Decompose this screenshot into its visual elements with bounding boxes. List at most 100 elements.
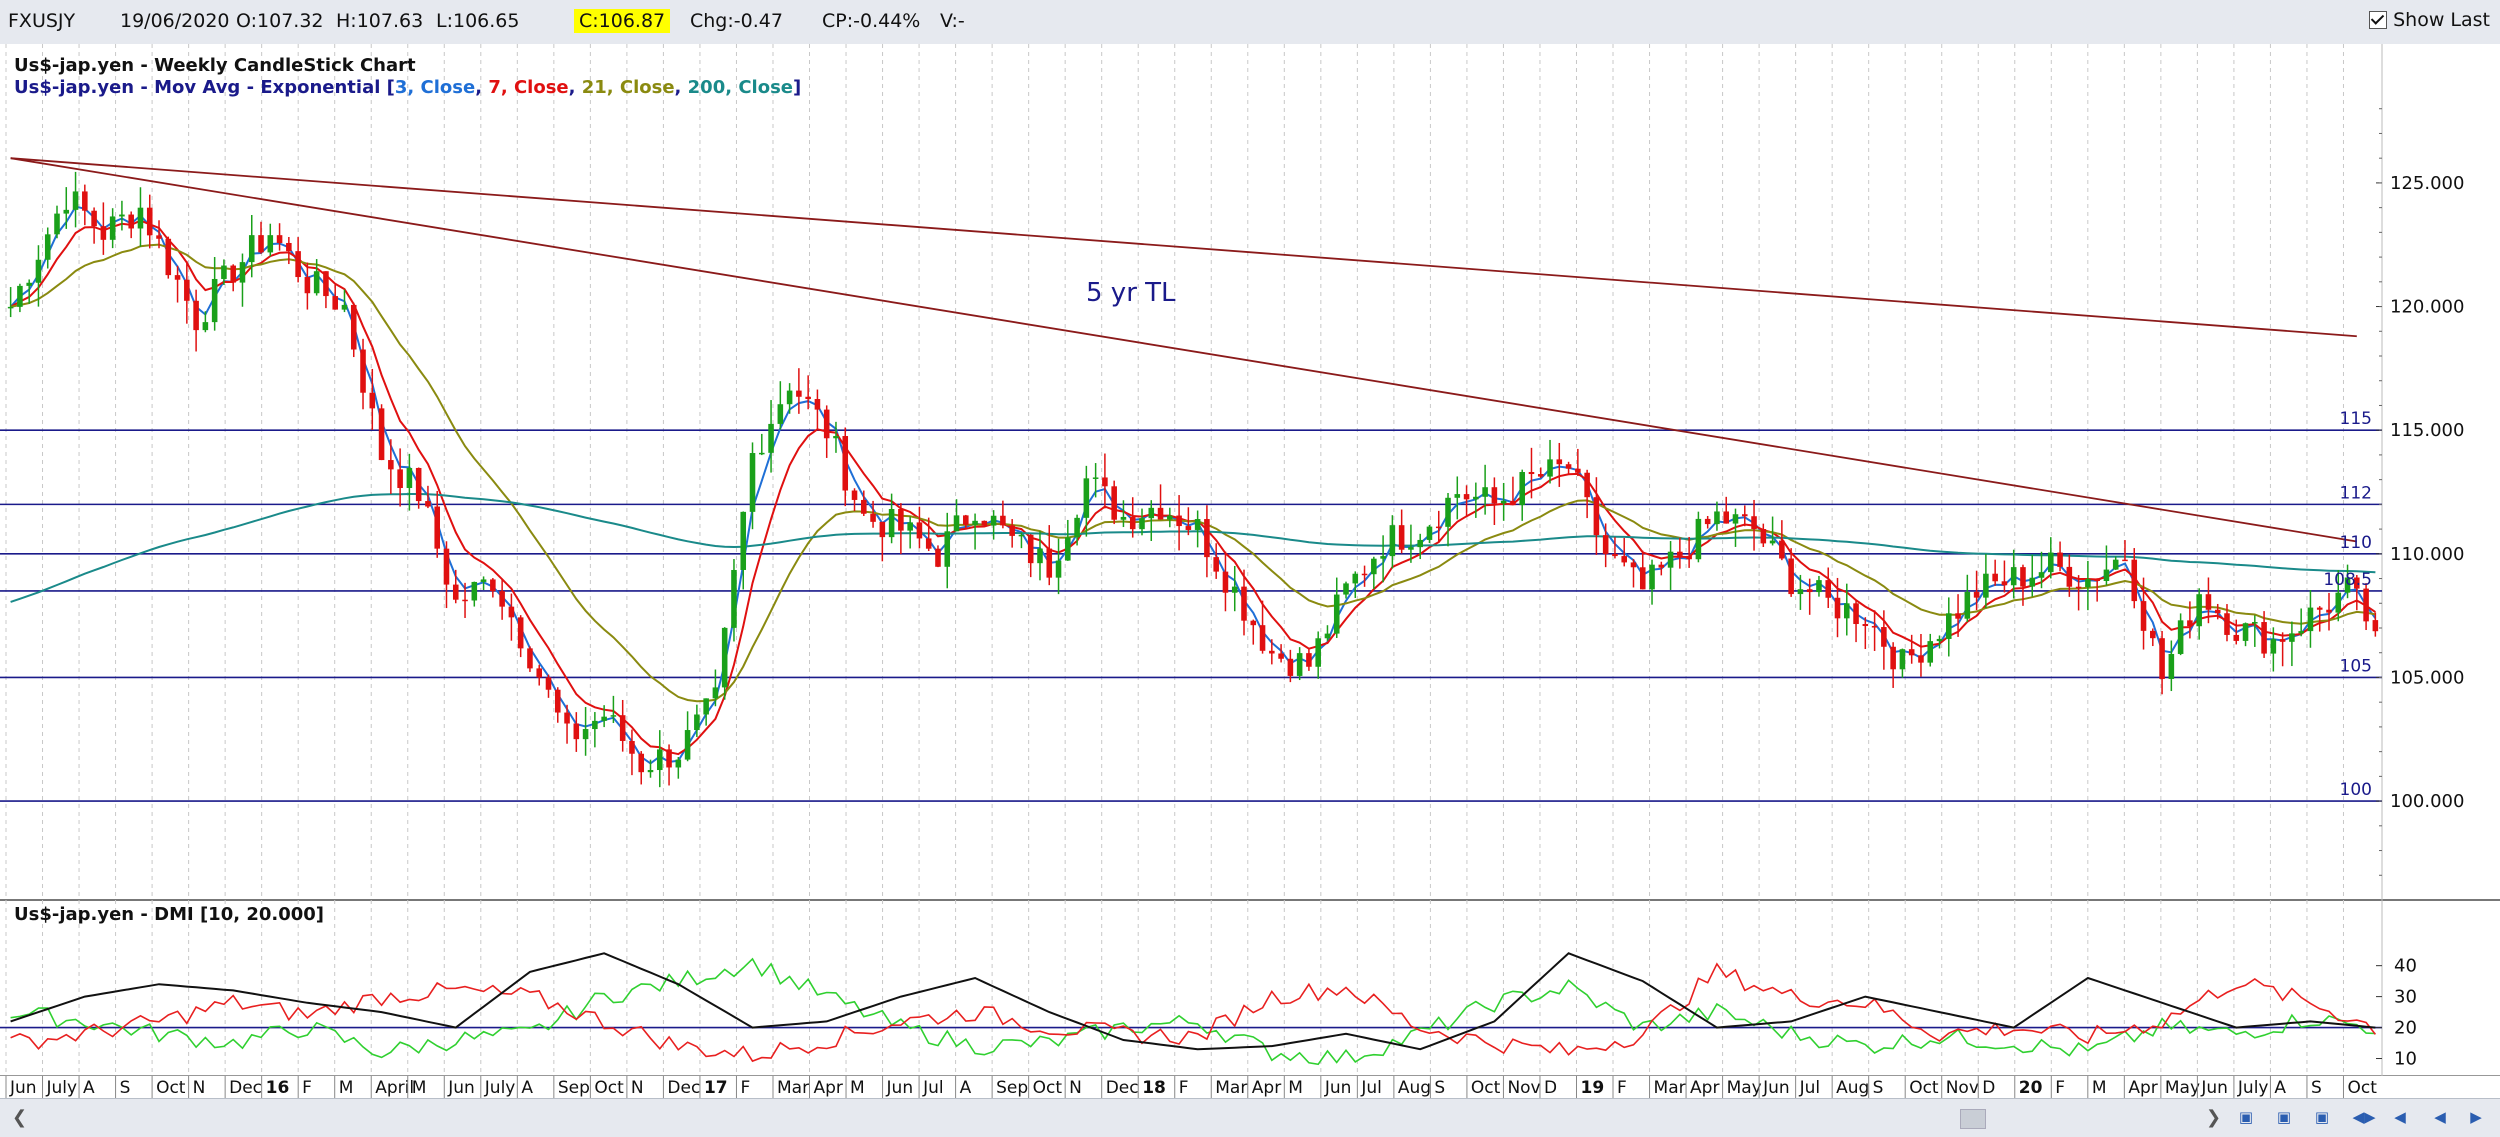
candle-bull [2344,577,2351,593]
dmi-axis: 40 30 20 10 [2376,956,2417,1070]
candle-bear [527,648,533,669]
candle-bull [768,423,774,453]
candle-bull [1055,560,1062,578]
candle-bear [1241,586,1247,621]
candle-bear [1806,589,1813,593]
candle-bear [2122,559,2128,562]
candle-bull [1500,500,1507,504]
candle-bull [1408,547,1414,550]
scroll-right-icon[interactable]: ❯ [2206,1107,2222,1128]
x-axis-label: S [2311,1078,2322,1098]
chart-canvas[interactable]: 115 112 110 108.5 105 100 125.000 120.000 115.0… [0,44,2500,1098]
level-label: 100 [2340,780,2372,800]
x-axis-label: Oct [1033,1078,1063,1098]
candle-bear [573,723,580,740]
x-axis-label: Jun [886,1078,914,1098]
x-axis-band [0,1076,2500,1098]
candle-bear [638,753,645,773]
candle-bear [1751,516,1757,530]
price-tick-label: 125.000 [2390,173,2464,194]
candle-bear [1102,477,1108,487]
candle-bear [2326,609,2332,613]
candle-bear [128,214,134,229]
candle-bull [1018,534,1025,537]
x-axis-label: Jul [922,1078,944,1098]
x-axis-label: 20 [2019,1078,2043,1098]
candle-bull [759,452,765,455]
candle-bear [1908,649,1915,656]
dmi-tick-label: 20 [2394,1018,2417,1039]
x-axis-label: Oct [1471,1078,1501,1098]
candle-bear [2057,552,2063,567]
x-axis-label: July [484,1078,516,1098]
candle-bear [286,242,292,252]
candle-bear [174,275,181,280]
candle-bull [1454,494,1461,498]
zoom-out-icon[interactable]: ▣ [2238,1108,2254,1126]
fit-icon[interactable]: ▣ [2314,1108,2330,1126]
dmi-chart-title: Us$-jap.yen - DMI [10, 20.000] [14,904,324,925]
candle-bear [861,499,867,514]
candle-bull [1714,511,1720,525]
candle-bull [953,515,960,532]
candle-bull [1315,638,1321,667]
candle-bull [202,322,209,331]
candle-bull [1380,556,1386,559]
candle-bear [2094,579,2100,581]
candle-bull [2298,631,2304,634]
zoom-in-icon[interactable]: ▣ [2276,1108,2292,1126]
x-axis-label: Aug [1836,1078,1869,1098]
candle-bear [1760,529,1767,544]
candle-bear [350,304,357,350]
scroll-thumb[interactable] [1960,1109,1986,1129]
candle-bull [1732,514,1739,524]
candle-bull [740,511,747,570]
candle-bear [1176,515,1182,527]
candle-bear [2205,594,2212,610]
candle-bull [1065,537,1071,561]
candle-bull [1352,573,1359,584]
di-minus-line [10,962,2377,1063]
x-axis-label: S [1873,1078,1884,1098]
quote-toolbar: FXUSJY 19/06/2020 O:107.32 H:107.63 L:10… [0,0,2500,45]
show-last-toggle[interactable]: Show Last [2369,9,2490,31]
horizontal-scrollbar[interactable]: ❮ ❯ ▣ ▣ ▣ ◀▶ ◀ ◀ ▶ [0,1098,2500,1137]
candle-bull [1946,613,1952,639]
x-axis-label: Oct [594,1078,624,1098]
ma-legend-suffix: ] [793,77,801,98]
trendline-annotation: 5 yr TL [1086,278,1176,308]
step-right-icon[interactable]: ◀ [2434,1108,2446,1126]
candle-bear [2020,567,2026,587]
candle-bear [2279,639,2286,642]
x-axis-label: Aug [1398,1078,1431,1098]
candle-bull [907,522,913,531]
candle-bear [1213,557,1219,572]
trendlines [10,157,2357,543]
candle-bear [1593,497,1600,536]
x-axis-label: Oct [2347,1078,2377,1098]
candlesticks [7,171,2379,788]
candle-bear [2187,620,2193,627]
candle-bear [2354,577,2360,589]
candle-bear [1881,627,1887,647]
candle-bear [805,396,811,400]
candle-bear [1973,591,1980,598]
x-axis-label: 16 [266,1078,290,1098]
show-last-checkbox[interactable] [2369,11,2388,29]
end-icon[interactable]: ▶ [2470,1108,2482,1126]
candle-bear [1537,474,1544,477]
candle-bull [972,520,978,525]
pan-icon[interactable]: ◀▶ [2352,1108,2376,1126]
candle-bull [833,436,839,439]
candle-bull [2196,594,2202,627]
step-left-icon[interactable]: ◀ [2394,1108,2406,1126]
candle-bear [360,349,366,393]
candle-bull [990,515,997,526]
candle-bull [119,214,125,217]
candle-bear [230,265,236,283]
x-axis-label: Oct [1909,1078,1939,1098]
scroll-left-icon[interactable]: ❮ [12,1107,28,1128]
candle-bear [1491,487,1498,504]
x-axis-label: D [1982,1078,1995,1098]
candle-bear [2372,620,2379,632]
